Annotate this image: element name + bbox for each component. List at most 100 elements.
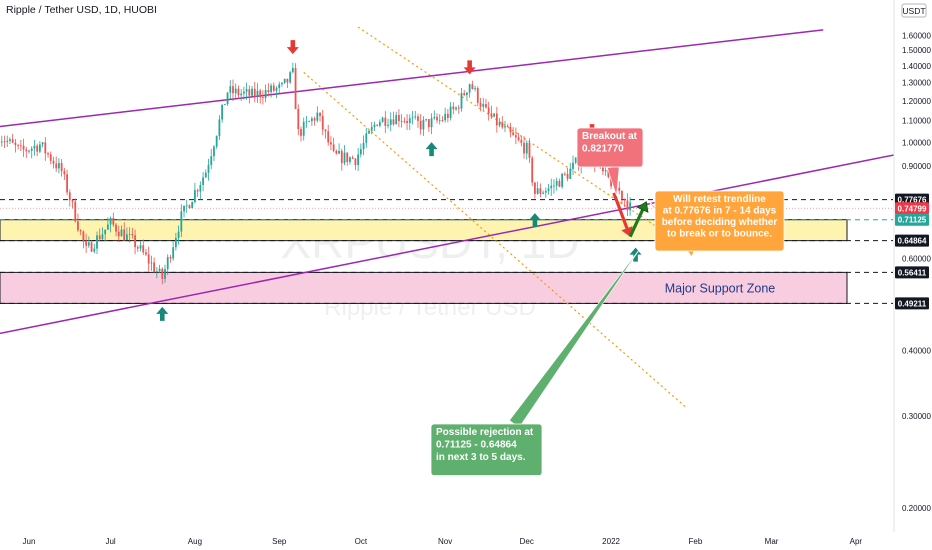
candle-body <box>362 142 365 150</box>
candle-body <box>44 142 47 154</box>
x-tick-label: Jul <box>105 537 115 546</box>
descending-channel <box>303 26 694 409</box>
candle-body <box>145 252 147 255</box>
candle-body <box>297 108 300 130</box>
candle-body <box>30 148 33 151</box>
candle-body <box>283 78 286 83</box>
candle-body <box>417 116 419 121</box>
candle-body <box>210 156 213 166</box>
candle-body <box>330 142 332 145</box>
level-badge-5 <box>895 266 929 279</box>
candle-body <box>115 224 117 232</box>
x-tick-label: Apr <box>850 537 863 546</box>
candle-body <box>229 86 232 93</box>
candle-body <box>79 230 82 232</box>
y-tick-label: 0.20000 <box>902 504 931 513</box>
x-tick-label: Aug <box>188 537 202 546</box>
candle-body <box>126 234 128 241</box>
candle-body <box>463 93 466 96</box>
candle-body <box>87 242 90 246</box>
candle-body <box>436 116 438 121</box>
candle-body <box>278 84 281 89</box>
candle-body <box>378 122 381 126</box>
candle-body <box>438 120 441 121</box>
candle-body <box>245 89 248 92</box>
candle-body <box>408 118 411 123</box>
candle-body <box>525 142 528 154</box>
candle-body <box>104 229 107 235</box>
callout-text-1-2: 0.821770 <box>582 144 624 155</box>
candle-body <box>155 271 158 273</box>
candle-body <box>422 119 425 130</box>
candle-body <box>188 205 191 209</box>
candle-body <box>501 122 504 128</box>
candle-body <box>262 97 264 99</box>
candle-body <box>25 149 28 152</box>
candle-body <box>509 126 512 133</box>
time-axis-background <box>0 532 932 550</box>
candle-body <box>131 234 134 236</box>
candle-body <box>117 231 120 237</box>
descending-channel-upper <box>357 26 694 252</box>
candle-body <box>370 127 373 131</box>
candle-body <box>98 235 101 240</box>
candle-body <box>368 130 370 134</box>
candle-body <box>153 262 156 272</box>
zone-2 <box>0 271 848 304</box>
y-tick-label: 1.60000 <box>902 31 931 40</box>
candle-body <box>109 217 112 225</box>
candle-body <box>343 152 346 164</box>
candle-body <box>332 144 335 151</box>
candle-body <box>251 88 253 96</box>
candle-body <box>164 269 166 279</box>
callout-box-3 <box>430 423 543 476</box>
candle-body <box>550 185 553 189</box>
candle-body <box>558 180 561 187</box>
arrow-up-icon-5 <box>528 213 541 228</box>
candle-body <box>466 92 468 96</box>
candle-body <box>207 165 210 173</box>
candle-body <box>607 170 610 178</box>
currency-badge-label: USDT <box>902 6 925 16</box>
candle-body <box>351 157 354 159</box>
level-badge-label-4: 0.64864 <box>898 237 927 246</box>
candle-body <box>335 150 338 154</box>
level-badge-2 <box>895 202 929 215</box>
level-badge-label-2: 0.74799 <box>898 204 927 213</box>
level-badge-label-5: 0.56411 <box>898 268 927 277</box>
candle-body <box>629 202 632 211</box>
candle-body <box>460 93 463 109</box>
candle-body <box>400 120 403 122</box>
candle-body <box>218 119 221 136</box>
candle-body <box>60 163 63 172</box>
candle-body <box>267 90 270 93</box>
axis-labels: 1.60000 1.50000 1.40000 1.30000 1.20000 1.100… <box>23 31 932 546</box>
candle-body <box>158 268 161 272</box>
y-tick-label: 0.90000 <box>902 162 931 171</box>
candle-body <box>542 192 544 194</box>
x-tick-label: Dec <box>520 537 534 546</box>
candle-body <box>134 235 136 248</box>
candle-body <box>528 142 531 158</box>
candle-body <box>398 115 400 122</box>
ascending-trend-channel <box>0 29 932 335</box>
candle-body <box>234 88 237 94</box>
y-tick-label: 0.60000 <box>902 254 931 263</box>
candle-body <box>479 102 482 107</box>
candle-body <box>112 217 115 225</box>
candle-body <box>441 120 444 121</box>
candle-body <box>572 162 574 169</box>
candle-body <box>291 68 294 73</box>
zone-label-2: Major Support Zone <box>665 281 776 295</box>
arrow-up-icon-3 <box>425 142 438 157</box>
candle-body <box>514 135 517 138</box>
candle-body <box>142 245 145 253</box>
candle-body <box>482 104 485 107</box>
candle-body <box>17 145 20 146</box>
candle-body <box>544 191 547 193</box>
candle-body <box>411 117 414 119</box>
callout-text-3-3: in next 3 to 5 days. <box>436 452 526 463</box>
candle-body <box>626 200 629 211</box>
